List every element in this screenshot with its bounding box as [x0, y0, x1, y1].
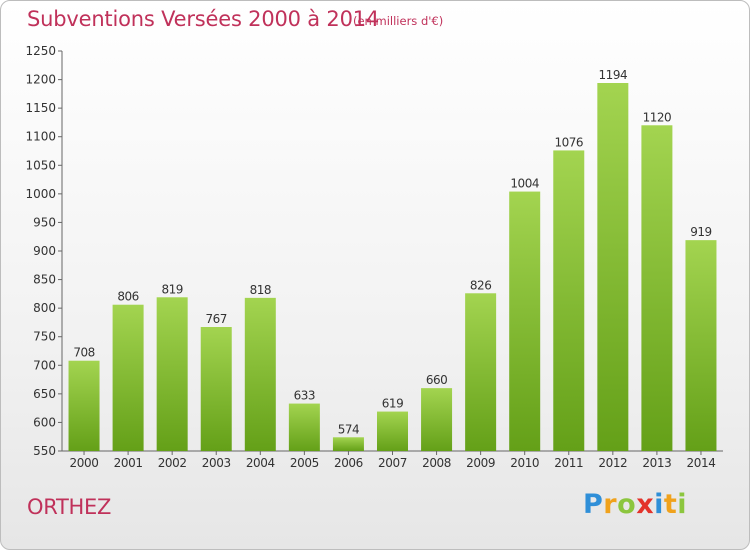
bar-2011 [553, 150, 585, 451]
data-label-2011: 1076 [554, 135, 583, 149]
data-label-2014: 919 [690, 225, 711, 239]
commune-name: ORTHEZ [27, 495, 112, 519]
data-label-2013: 1120 [643, 110, 672, 124]
bars [68, 83, 717, 452]
data-label-2003: 767 [206, 312, 227, 326]
x-tick-label-2007: 2007 [378, 456, 407, 470]
x-tick-label-2000: 2000 [70, 456, 99, 470]
data-label-2007: 619 [382, 397, 403, 411]
y-tick-label: 600 [33, 415, 56, 429]
bar-2012 [597, 83, 629, 451]
x-tick-label-2005: 2005 [290, 456, 319, 470]
bar-2006 [332, 437, 364, 451]
x-tick-label-2013: 2013 [642, 456, 671, 470]
chart-subtitle: (en milliers d'€) [353, 14, 444, 28]
bar-2014 [685, 240, 717, 451]
data-label-2009: 826 [470, 278, 491, 292]
x-tick-label-2012: 2012 [598, 456, 627, 470]
data-labels: 708 806 819 767 818 633 574 619 660 826 1004 1076 11… [73, 68, 712, 436]
y-tick-label: 950 [33, 215, 56, 229]
logo-letter: o [617, 489, 637, 520]
data-label-2001: 806 [117, 290, 138, 304]
logo-letter: P [583, 489, 604, 520]
y-tick-label: 700 [33, 358, 56, 372]
logo-letter: t [663, 489, 678, 520]
x-tick-label-2003: 2003 [202, 456, 231, 470]
y-tick-label: 850 [33, 273, 56, 287]
x-tick-label-2002: 2002 [158, 456, 187, 470]
logo-letter: x [636, 489, 655, 520]
y-tick-label: 650 [33, 387, 56, 401]
data-label-2000: 708 [73, 346, 94, 360]
data-label-2002: 819 [161, 282, 182, 296]
logo-letter: r [603, 489, 618, 520]
y-tick-label: 1000 [25, 187, 56, 201]
y-tick-label: 900 [33, 244, 56, 258]
x-tick-label-2010: 2010 [510, 456, 539, 470]
bar-2013 [641, 125, 673, 452]
x-tick-label-2004: 2004 [246, 456, 275, 470]
logo-letter: i [654, 489, 664, 520]
bar-2003 [200, 327, 232, 451]
y-tick-label: 800 [33, 301, 56, 315]
data-label-2008: 660 [426, 373, 447, 387]
proxiti-logo: Proxiti [583, 489, 687, 520]
bar-2010 [509, 191, 541, 452]
chart-title: Subventions Versées 2000 à 2014 [27, 7, 380, 31]
x-tick-label-2009: 2009 [466, 456, 495, 470]
bar-2002 [156, 297, 188, 451]
bar-2007 [377, 411, 408, 451]
bar-2005 [288, 403, 320, 451]
x-tick-label-2011: 2011 [554, 456, 583, 470]
data-label-2010: 1004 [510, 177, 539, 191]
data-label-2012: 1194 [599, 68, 628, 82]
y-tick-label: 1100 [25, 130, 56, 144]
bar-2000 [68, 360, 100, 451]
y-tick-label: 1200 [25, 73, 56, 87]
bar-2009 [465, 293, 497, 451]
y-tick-label: 1250 [25, 44, 56, 58]
x-tick-label-2006: 2006 [334, 456, 363, 470]
y-tick-label: 750 [33, 330, 56, 344]
y-tick-label: 1150 [25, 101, 56, 115]
bar-2008 [421, 388, 453, 451]
x-tick-label-2014: 2014 [686, 456, 715, 470]
bar-2004 [244, 297, 276, 451]
axes: 550 600 650 700 750 800 850 900 950 1000 1050 1100 1… [25, 44, 723, 470]
logo-letter: i [677, 489, 688, 520]
x-tick-label-2008: 2008 [422, 456, 451, 470]
data-label-2005: 633 [294, 389, 315, 403]
y-tick-label: 1050 [25, 158, 56, 172]
bar-2001 [112, 304, 144, 451]
data-label-2006: 574 [338, 422, 359, 436]
y-tick-label: 550 [33, 444, 56, 458]
x-tick-label-2001: 2001 [114, 456, 143, 470]
data-label-2004: 818 [250, 283, 271, 297]
